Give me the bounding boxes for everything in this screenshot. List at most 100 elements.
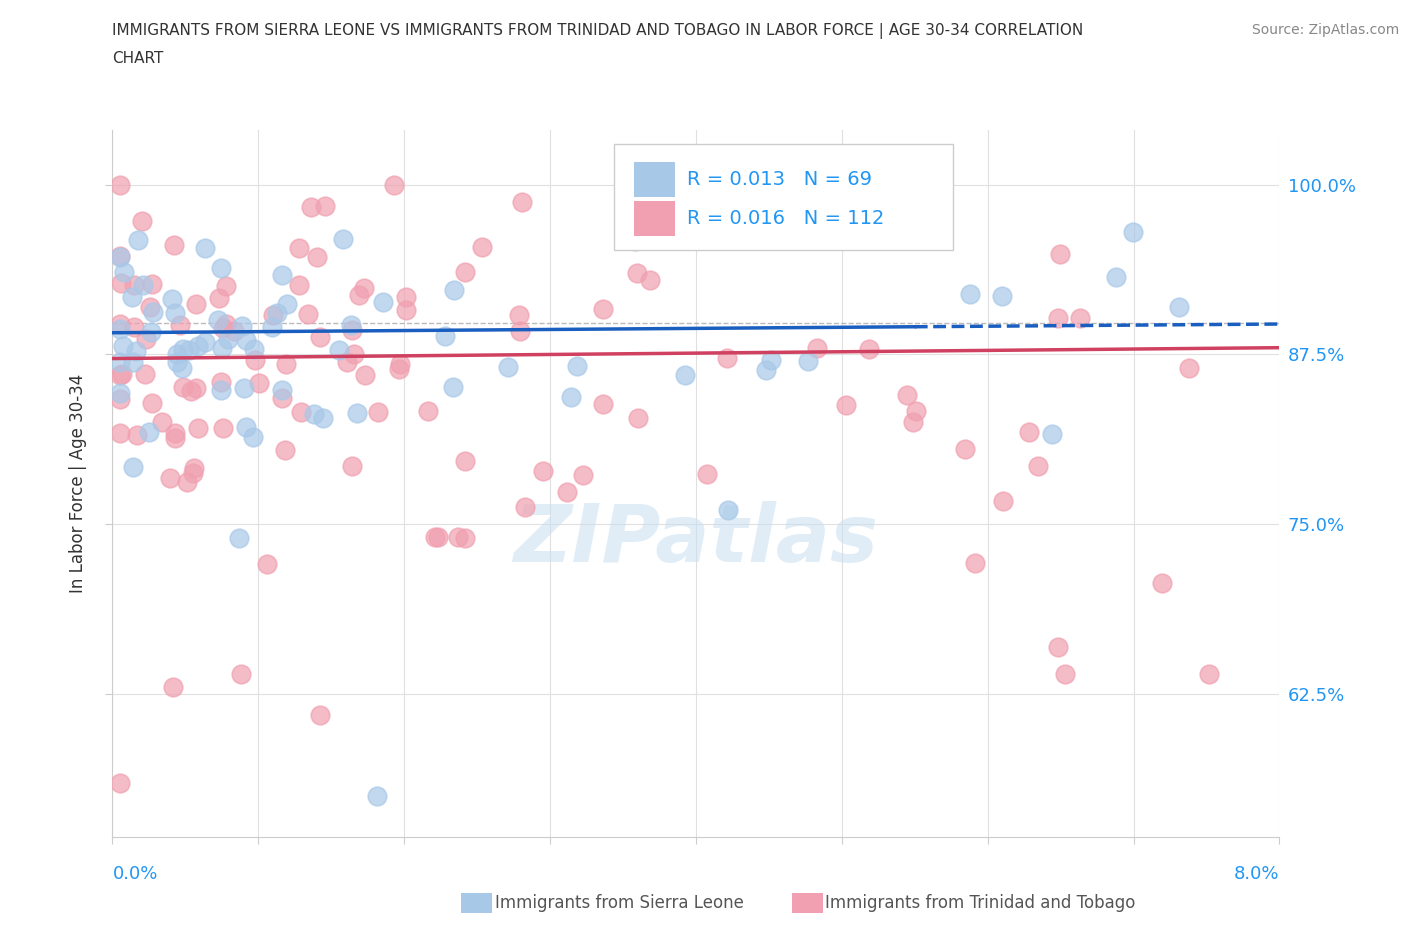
Point [127,232,149,247]
Point [176,475,198,490]
Point [150,415,173,430]
Point [1046,639,1069,654]
Point [131,214,153,229]
Point [209,375,232,390]
Point [876,218,898,232]
Point [388,357,411,372]
Point [180,384,202,399]
Point [343,346,366,361]
Point [513,499,536,514]
Point [135,332,157,347]
Point [309,707,332,722]
Point [571,468,593,483]
Point [271,268,294,283]
Point [108,248,131,263]
Point [138,425,160,440]
Point [394,289,416,304]
Point [858,341,880,356]
Point [194,334,217,349]
Point [347,288,370,303]
Point [132,277,155,292]
Point [159,471,181,485]
Point [367,405,389,419]
Point [806,341,828,356]
Point [271,391,294,405]
Point [311,411,333,426]
Point [121,289,143,304]
Text: IMMIGRANTS FROM SIERRA LEONE VS IMMIGRANTS FROM TRINIDAD AND TOBAGO IN LABOR FOR: IMMIGRANTS FROM SIERRA LEONE VS IMMIGRAN… [112,23,1084,39]
Point [232,380,254,395]
Point [166,354,188,369]
Point [340,323,363,338]
Point [454,264,477,279]
Point [141,276,163,291]
Point [496,359,519,374]
Point [141,396,163,411]
Point [231,318,253,333]
Point [797,353,820,368]
FancyBboxPatch shape [614,144,953,250]
Point [696,467,718,482]
Point [592,397,614,412]
Point [336,354,359,369]
Point [1105,270,1128,285]
Point [169,318,191,333]
Point [108,316,131,331]
Point [217,331,239,346]
Point [953,442,976,457]
Text: CHART: CHART [112,51,165,66]
Point [299,200,322,215]
Point [184,380,207,395]
Point [142,305,165,320]
Point [125,428,148,443]
Point [288,277,311,292]
Point [215,278,238,293]
Point [170,360,193,375]
Point [235,419,257,434]
Point [194,240,217,255]
Point [122,277,145,292]
Point [163,238,186,253]
Point [242,341,264,356]
Point [1040,427,1063,442]
Point [717,502,740,517]
Point [1069,311,1091,325]
Text: Immigrants from Trinidad and Tobago: Immigrants from Trinidad and Tobago [825,894,1136,912]
Point [177,342,200,357]
Point [108,392,131,406]
Point [395,302,418,317]
Point [211,420,233,435]
Point [165,305,187,320]
Point [271,383,294,398]
Point [187,339,209,353]
Point [508,324,530,339]
Point [112,264,135,279]
Point [626,266,648,281]
Point [111,366,134,381]
Point [108,367,131,382]
Point [163,431,186,445]
Point [1178,361,1201,376]
Point [673,367,696,382]
Point [229,667,252,682]
Point [222,324,245,339]
Point [184,297,207,312]
Text: R = 0.013   N = 69: R = 0.013 N = 69 [686,170,872,189]
Point [215,316,238,331]
Point [346,405,368,420]
Point [384,177,406,192]
Point [366,789,388,804]
Point [274,357,297,372]
Point [209,383,232,398]
Point [121,354,143,369]
Point [1168,299,1191,314]
Point [209,260,232,275]
Point [789,204,811,219]
Point [108,354,131,369]
Point [108,776,131,790]
Point [134,366,156,381]
Point [425,529,447,544]
Point [716,351,738,365]
Point [959,286,981,301]
Point [901,414,924,429]
